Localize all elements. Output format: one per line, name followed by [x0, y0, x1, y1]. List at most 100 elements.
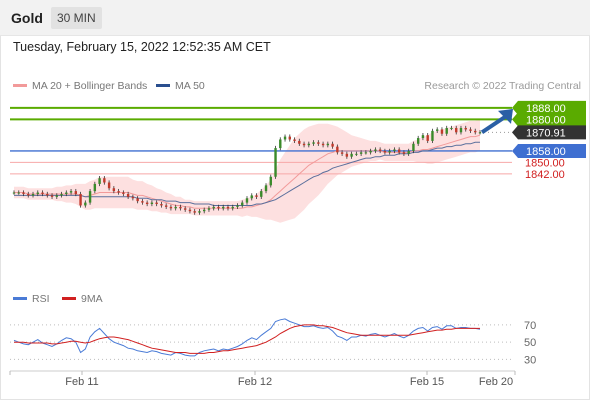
candle-body — [203, 209, 206, 212]
candle-body — [298, 140, 301, 144]
candle-body — [416, 138, 420, 144]
candle-body — [136, 198, 139, 202]
rsi-ma-line — [14, 324, 480, 354]
rsi-pane: 70 50 30 — [10, 318, 536, 366]
candle-body — [255, 195, 258, 197]
rsi-ma-swatch — [62, 296, 76, 300]
x-tick-label: Feb 12 — [237, 376, 273, 388]
candle-body — [288, 136, 291, 140]
candle-body — [445, 127, 448, 134]
candle-body — [179, 206, 182, 209]
candle-body — [364, 152, 368, 154]
candle-body — [131, 196, 135, 199]
candle-body — [421, 135, 425, 139]
candle-body — [274, 148, 277, 177]
candle-body — [402, 152, 406, 154]
candle-body — [126, 193, 130, 197]
candle-body — [283, 136, 287, 140]
level-label: 1842.00 — [525, 169, 565, 181]
candle-body — [393, 149, 396, 151]
candle-body — [98, 178, 101, 184]
candle-body — [17, 192, 20, 194]
candle-body — [412, 143, 415, 151]
candle-body — [65, 192, 68, 194]
candle-body — [50, 195, 54, 197]
candle-body — [207, 208, 211, 210]
candle-body — [69, 191, 73, 193]
rsi-tick-label: 50 — [524, 337, 536, 349]
candle-body — [312, 142, 315, 144]
candle-body — [188, 209, 192, 212]
rsi-tick-label: 70 — [524, 320, 536, 332]
timeframe-button[interactable]: 30 MIN — [51, 7, 102, 29]
candle-body — [150, 202, 154, 205]
candle-body — [336, 146, 339, 153]
candle-body — [397, 149, 401, 153]
candle-body — [31, 193, 35, 196]
candle-body — [355, 153, 358, 155]
candle-body — [36, 192, 39, 194]
x-tick-label: Feb 15 — [409, 376, 445, 388]
level-label: 1870.91 — [526, 127, 566, 139]
level-label: 1888.00 — [526, 103, 566, 115]
candle-body — [117, 191, 120, 193]
rsi-line — [13, 318, 481, 357]
candle-body — [474, 130, 477, 133]
candle-body — [183, 208, 187, 210]
candle-body — [455, 127, 458, 133]
candle-body — [122, 192, 125, 194]
rsi-label: RSI — [32, 293, 50, 305]
candle-body — [478, 132, 482, 134]
level-label: 1858.00 — [526, 146, 566, 158]
legend-ma50: MA 50 — [156, 80, 205, 92]
candle-body — [369, 150, 372, 153]
candle-body — [107, 182, 111, 189]
candle-body — [378, 149, 382, 151]
level-tag — [512, 112, 586, 127]
candle-body — [41, 192, 44, 194]
ma50-label: MA 50 — [175, 80, 205, 92]
candle-body — [350, 153, 353, 157]
candle-body — [436, 129, 439, 131]
candle-body — [459, 127, 463, 133]
candle-body — [264, 185, 268, 192]
rsi-tick-label: 30 — [524, 354, 536, 366]
level-tag — [512, 143, 586, 158]
candle-body — [450, 127, 453, 129]
candle-body — [317, 142, 320, 144]
candle-body — [426, 135, 429, 141]
candle-body — [331, 143, 334, 147]
candle-body — [84, 202, 87, 206]
candle-body — [250, 195, 253, 199]
candle-body — [145, 202, 149, 205]
candle-body — [245, 198, 249, 203]
x-axis — [9, 370, 516, 375]
legend-ma20: MA 20 + Bollinger Bands — [13, 80, 147, 92]
candle-body — [293, 139, 296, 141]
candle-body — [93, 183, 97, 192]
candle-body — [302, 143, 306, 146]
forecast-arrow-head — [498, 108, 513, 124]
candle-body — [112, 188, 116, 192]
candle-body — [212, 206, 215, 209]
header-bar: Gold 30 MIN — [0, 0, 590, 36]
legend-rsi: RSI — [13, 293, 50, 305]
candle-body — [279, 139, 282, 149]
candle-body — [269, 176, 272, 186]
candle-body — [407, 150, 410, 154]
ma20-line — [14, 134, 481, 209]
x-tick-label: Feb 20 — [478, 376, 514, 388]
candle-body — [222, 206, 225, 209]
copyright-text: Research © 2022 Trading Central — [424, 80, 581, 92]
candle-body — [55, 195, 58, 197]
candle-body — [79, 193, 82, 206]
candle-body — [155, 202, 158, 205]
instrument-name: Gold — [11, 10, 43, 26]
legend-rsi-ma: 9MA — [62, 293, 103, 305]
candle-body — [74, 191, 78, 194]
candle-body — [321, 143, 325, 146]
candle-body — [193, 211, 196, 213]
ma20-label: MA 20 + Bollinger Bands — [32, 80, 148, 92]
candle-body — [231, 206, 234, 209]
